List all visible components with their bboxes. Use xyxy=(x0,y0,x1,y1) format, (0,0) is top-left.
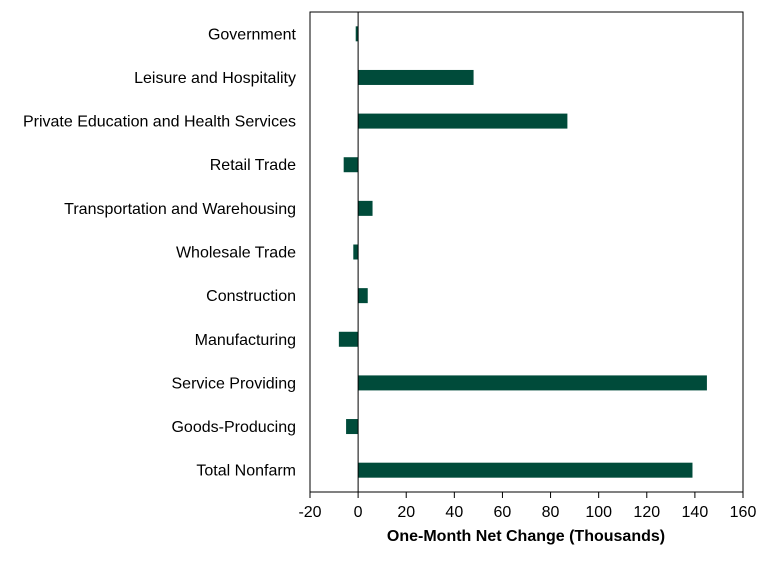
bar-manufacturing xyxy=(339,332,358,347)
bar-chart: Government Leisure and Hospitality Private… xyxy=(0,0,770,558)
category-label: Manufacturing xyxy=(195,332,296,349)
bar-private-education-and-health-services xyxy=(358,114,567,129)
bar-total-nonfarm xyxy=(358,463,692,478)
category-labels: Government Leisure and Hospitality Private… xyxy=(23,26,297,479)
chart-container: Government Leisure and Hospitality Private… xyxy=(0,0,770,558)
category-label: Transportation and Warehousing xyxy=(64,201,296,218)
x-axis-title: One-Month Net Change (Thousands) xyxy=(387,528,665,545)
x-tick-label: 120 xyxy=(633,504,660,521)
bar-transportation-and-warehousing xyxy=(358,201,372,216)
category-label: Government xyxy=(208,26,297,43)
x-tick-label: 100 xyxy=(585,504,612,521)
bar-goods-producing xyxy=(346,419,358,434)
bar-construction xyxy=(358,288,368,303)
x-tick-label: -20 xyxy=(298,504,321,521)
x-tick-label: 40 xyxy=(445,504,463,521)
bar-wholesale-trade xyxy=(353,245,358,260)
bar-leisure-and-hospitality xyxy=(358,70,473,85)
x-tick-label: 0 xyxy=(354,504,363,521)
x-tick-label: 80 xyxy=(542,504,560,521)
x-axis-ticks: -20 0 20 40 60 80 100 120 140 160 xyxy=(298,492,756,521)
x-tick-label: 160 xyxy=(730,504,757,521)
category-label: Service Providing xyxy=(172,375,297,392)
category-label: Leisure and Hospitality xyxy=(134,70,296,87)
x-tick-label: 60 xyxy=(494,504,512,521)
category-label: Wholesale Trade xyxy=(176,245,296,262)
bars-group xyxy=(339,26,707,477)
category-label: Private Education and Health Services xyxy=(23,114,296,131)
category-label: Construction xyxy=(206,288,296,305)
category-label: Total Nonfarm xyxy=(196,463,296,480)
bar-service-providing xyxy=(358,375,707,390)
category-label: Goods-Producing xyxy=(171,419,296,436)
bar-retail-trade xyxy=(344,157,358,172)
x-tick-label: 20 xyxy=(397,504,415,521)
x-tick-label: 140 xyxy=(682,504,709,521)
category-label: Retail Trade xyxy=(210,157,296,174)
